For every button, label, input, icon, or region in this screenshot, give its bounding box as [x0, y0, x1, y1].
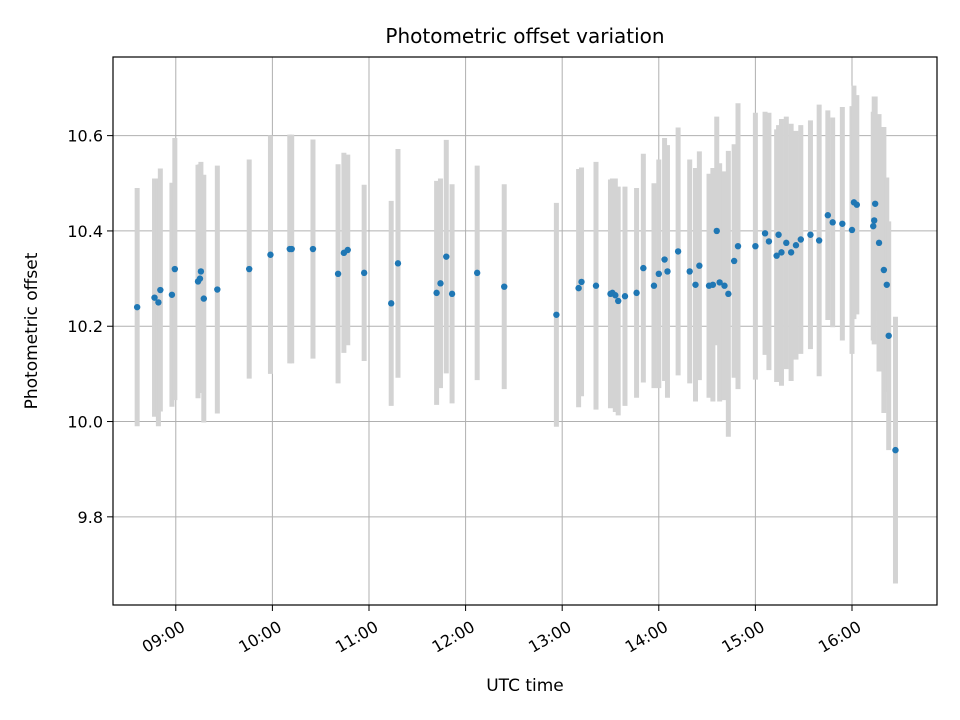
- y-tick-label: 10.0: [67, 413, 103, 432]
- y-axis-label: Photometric offset: [22, 252, 42, 409]
- data-point: [640, 264, 647, 272]
- data-point: [721, 282, 728, 289]
- data-point: [171, 265, 179, 273]
- data-point: [443, 253, 450, 260]
- data-point: [661, 256, 668, 263]
- data-point: [709, 281, 717, 288]
- data-point: [848, 226, 856, 234]
- data-point: [575, 284, 582, 292]
- x-axis-label: UTC time: [486, 676, 564, 696]
- data-point: [730, 257, 738, 265]
- chart-title: Photometric offset variation: [385, 24, 664, 48]
- data-point: [214, 286, 221, 293]
- data-point: [621, 293, 629, 300]
- data-point: [880, 266, 888, 274]
- data-point: [875, 239, 883, 247]
- data-point: [824, 212, 832, 219]
- data-point: [553, 311, 560, 318]
- data-point: [501, 283, 508, 290]
- data-point: [734, 242, 742, 250]
- data-point: [761, 230, 769, 237]
- data-point: [309, 245, 317, 253]
- data-point: [433, 289, 440, 297]
- data-point: [448, 290, 456, 298]
- data-point: [334, 270, 342, 278]
- data-point: [692, 281, 699, 288]
- y-tick-label: 10.4: [67, 222, 103, 241]
- data-point: [839, 220, 846, 227]
- data-point: [197, 268, 205, 275]
- data-point: [388, 300, 395, 307]
- data-point: [394, 260, 402, 267]
- data-point: [246, 265, 253, 273]
- y-tick-label: 10.2: [67, 317, 103, 336]
- data-points: [133, 199, 899, 454]
- data-point: [883, 281, 890, 288]
- data-point: [686, 268, 693, 275]
- data-point: [615, 297, 622, 305]
- data-point: [871, 217, 878, 224]
- data-point: [664, 268, 671, 275]
- data-point: [151, 294, 158, 301]
- data-point: [288, 245, 295, 253]
- data-point: [633, 289, 640, 297]
- data-point: [200, 295, 208, 302]
- data-point: [133, 303, 141, 311]
- data-point: [752, 242, 759, 250]
- data-point: [892, 446, 899, 454]
- data-point: [473, 269, 481, 277]
- y-tick-label: 9.8: [78, 508, 103, 527]
- data-point: [650, 282, 658, 289]
- data-point: [871, 200, 879, 207]
- data-point: [674, 248, 682, 255]
- data-point: [815, 237, 823, 244]
- data-point: [655, 270, 662, 278]
- data-point: [196, 275, 204, 282]
- data-point: [437, 280, 444, 287]
- data-point: [578, 278, 585, 286]
- data-point: [344, 246, 351, 254]
- data-point: [696, 262, 703, 269]
- plot-area-frame: [112, 56, 938, 606]
- y-tick-label: 10.6: [67, 127, 103, 146]
- data-point: [783, 239, 790, 247]
- data-point: [778, 249, 785, 256]
- data-point: [807, 231, 814, 238]
- data-point: [725, 290, 732, 298]
- data-point: [360, 269, 368, 277]
- data-point: [797, 236, 804, 243]
- data-point: [155, 299, 162, 306]
- data-point: [267, 251, 274, 258]
- data-point: [775, 231, 782, 238]
- data-point: [765, 238, 773, 245]
- data-point: [787, 249, 795, 256]
- data-point: [592, 282, 600, 289]
- data-point: [716, 279, 723, 286]
- data-point: [792, 242, 800, 249]
- data-point: [713, 227, 720, 235]
- data-point: [885, 332, 892, 339]
- data-point: [870, 222, 877, 230]
- data-point: [829, 219, 836, 226]
- data-point: [157, 286, 164, 294]
- data-point: [773, 252, 780, 259]
- data-point: [612, 292, 619, 299]
- data-point: [168, 291, 176, 298]
- data-point: [853, 201, 861, 208]
